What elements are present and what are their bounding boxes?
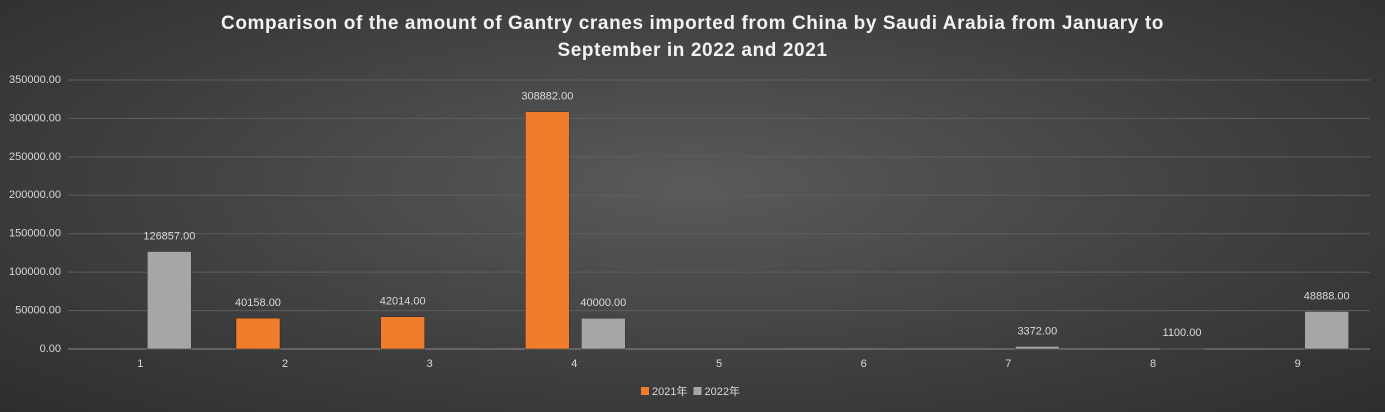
y-tick-label: 200000.00	[9, 189, 61, 201]
y-tick-label: 350000.00	[9, 74, 61, 86]
legend-swatch	[641, 387, 649, 395]
data-label: 40000.00	[580, 297, 626, 309]
bar	[525, 111, 570, 350]
legend-swatch	[693, 387, 702, 395]
bar	[147, 251, 192, 350]
data-label: 48888.00	[1304, 290, 1350, 302]
x-tick-label: 4	[571, 358, 577, 370]
legend-label: 2021年	[652, 384, 687, 398]
y-tick-label: 100000.00	[9, 266, 61, 278]
data-label: 42014.00	[380, 296, 426, 308]
x-tick-label: 1	[137, 358, 143, 370]
data-label: 40158.00	[235, 297, 281, 309]
x-tick-label: 8	[1150, 358, 1156, 370]
bar	[581, 318, 626, 350]
data-label: 1100.00	[1163, 327, 1202, 339]
chart-title: Comparison of the amount of Gantry crane…	[221, 13, 1164, 61]
y-tick-label: 50000.00	[15, 304, 61, 316]
x-tick-label: 3	[427, 358, 433, 370]
bar	[1304, 311, 1349, 350]
y-tick-label: 0.00	[40, 343, 61, 355]
x-tick-label: 7	[1005, 358, 1011, 370]
data-label: 3372.00	[1017, 325, 1057, 337]
y-tick-label: 150000.00	[9, 228, 61, 240]
x-tick-label: 2	[282, 358, 288, 370]
data-label: 126857.00	[143, 230, 195, 242]
y-tick-label: 300000.00	[9, 112, 61, 124]
bar	[1015, 346, 1060, 350]
y-tick-label: 250000.00	[9, 151, 61, 163]
x-tick-label: 5	[716, 358, 722, 370]
data-label: 308882.00	[521, 91, 573, 103]
bar	[235, 317, 281, 350]
legend-label: 2022年	[704, 384, 739, 398]
bar	[380, 316, 425, 350]
bar	[1159, 347, 1205, 350]
x-tick-label: 6	[861, 358, 867, 370]
x-tick-label: 9	[1295, 358, 1301, 370]
